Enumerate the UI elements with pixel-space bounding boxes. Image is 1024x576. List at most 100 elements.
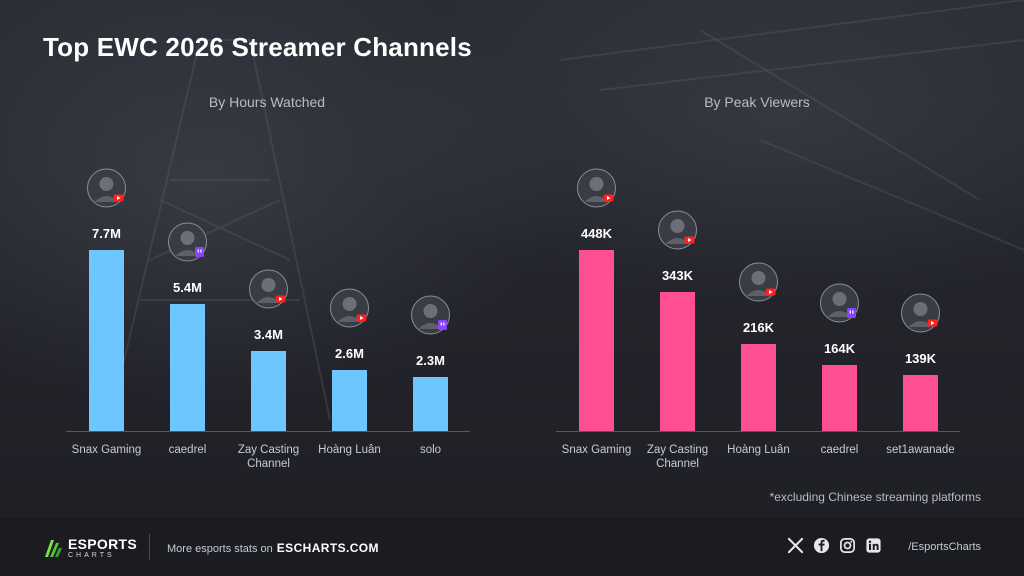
twitch-mark-icon (197, 249, 199, 253)
avatar-body (175, 250, 200, 256)
youtube-play-icon (117, 196, 121, 200)
peak-category-label: set1awanade (886, 444, 954, 456)
avatar-body (337, 316, 362, 322)
avatar-body (665, 238, 690, 244)
twitch-mark-icon (440, 322, 442, 326)
hours-streamer-avatar (249, 269, 288, 309)
x-icon[interactable] (787, 537, 804, 554)
twitch-icon (438, 320, 447, 330)
hours-value-label: 2.3M (416, 353, 445, 368)
peak-category-label: Zay Casting (647, 444, 708, 456)
hours-streamer-avatar (168, 222, 207, 262)
peak-bar (822, 365, 857, 431)
twitch-mark-icon (852, 310, 854, 314)
hours-bar (413, 377, 448, 431)
hours-category-label: caedrel (169, 444, 207, 456)
peak-streamer-avatar (739, 262, 778, 302)
hours-bar (170, 304, 205, 431)
peak-streamer-avatar (658, 210, 697, 250)
twitch-mark-icon (200, 249, 202, 253)
avatar-head (180, 231, 195, 245)
peak-value-label: 164K (824, 341, 856, 356)
twitch-mark-icon (849, 310, 851, 314)
escharts-link[interactable]: ESCHARTS.COM (276, 541, 379, 555)
avatar-head (670, 219, 685, 233)
social-handle[interactable]: /EsportsCharts (908, 541, 981, 553)
peak-category-label: Snax Gaming (562, 444, 632, 456)
peak-value-label: 216K (743, 320, 775, 335)
avatar-body (827, 311, 852, 317)
logo-mark-icon (45, 540, 62, 557)
avatar-head (261, 278, 276, 292)
avatar-body (418, 323, 443, 329)
peak-streamer-avatar (577, 168, 616, 208)
hours-category-label: Hoàng Luân (318, 444, 381, 456)
more-stats-label: More esports stats on (167, 543, 273, 555)
youtube-play-icon (688, 238, 692, 242)
more-stats-text: More esports stats on ESCHARTS.COM (167, 541, 379, 555)
hours-category-label: Channel (247, 458, 290, 470)
youtube-play-icon (607, 196, 611, 200)
avatar-body (908, 321, 933, 327)
avatar-head (423, 304, 438, 318)
hours-streamer-avatar (411, 295, 450, 335)
avatar-body (584, 196, 609, 202)
peak-viewers-chart: 448K Snax Gaming 343K Zay Casting Channel 216… (556, 168, 960, 470)
hours-value-label: 2.6M (335, 346, 364, 361)
avatar-head (99, 177, 114, 191)
footnote: *excluding Chinese streaming platforms (769, 490, 981, 504)
hours-value-label: 3.4M (254, 327, 283, 342)
avatar-body (256, 297, 281, 303)
avatar-body (94, 196, 119, 202)
hours-value-label: 7.7M (92, 226, 121, 241)
avatar-head (913, 302, 928, 316)
left-chart-title: By Hours Watched (208, 94, 326, 110)
youtube-play-icon (931, 321, 935, 325)
peak-category-label: Hoàng Luân (727, 444, 790, 456)
youtube-play-icon (360, 316, 364, 320)
avatar-body (746, 290, 771, 296)
avatar-head (751, 271, 766, 285)
background-art (109, 0, 1024, 421)
hours-bar (332, 370, 367, 431)
peak-value-label: 448K (581, 226, 613, 241)
facebook-icon[interactable] (813, 537, 830, 554)
peak-category-label: Channel (656, 458, 699, 470)
hours-streamer-avatar (330, 288, 369, 328)
peak-streamer-avatar (820, 283, 859, 323)
avatar-head (832, 292, 847, 306)
youtube-play-icon (279, 297, 283, 301)
peak-bar (903, 375, 938, 431)
logo-main-text: ESPORTS (68, 536, 138, 552)
hours-watched-chart: 7.7M Snax Gaming 5.4M caedrel 3.4M Zay Castin… (66, 168, 470, 470)
logo-sub-text: CHARTS (68, 552, 115, 559)
peak-bar (660, 292, 695, 431)
hours-value-label: 5.4M (173, 280, 202, 295)
twitch-icon (195, 247, 204, 257)
peak-value-label: 139K (905, 351, 937, 366)
hours-bar (251, 351, 286, 431)
right-chart-title: By Peak Viewers (704, 94, 810, 110)
peak-value-label: 343K (662, 268, 694, 283)
hours-category-label: Zay Casting (238, 444, 299, 456)
peak-bar (579, 250, 614, 431)
peak-category-label: caedrel (821, 444, 859, 456)
esports-charts-logo[interactable]: ESPORTS CHARTS (42, 537, 137, 559)
hours-category-label: solo (420, 444, 441, 456)
social-links (787, 537, 882, 554)
avatar-head (589, 177, 604, 191)
hours-bar (89, 250, 124, 431)
footer-divider (149, 534, 150, 560)
page-title: Top EWC 2026 Streamer Channels (43, 32, 472, 62)
hours-category-label: Snax Gaming (72, 444, 142, 456)
youtube-play-icon (769, 290, 773, 294)
hours-streamer-avatar (87, 168, 126, 208)
twitch-icon (847, 308, 856, 318)
peak-bar (741, 344, 776, 431)
avatar-head (342, 297, 357, 311)
peak-streamer-avatar (901, 293, 940, 333)
linkedin-icon[interactable] (865, 537, 882, 554)
instagram-icon[interactable] (839, 537, 856, 554)
twitch-mark-icon (443, 322, 445, 326)
